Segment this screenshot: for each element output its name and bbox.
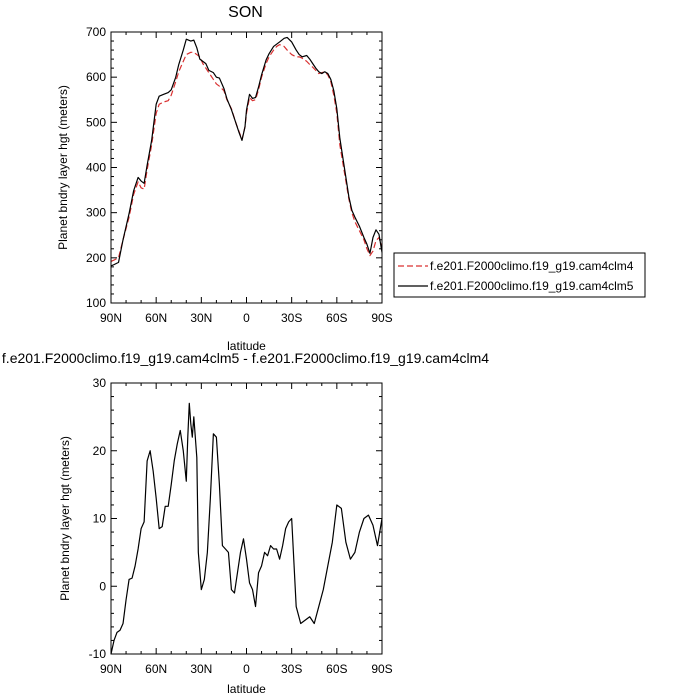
top-x-tick-label: 0 [243, 311, 250, 325]
legend: f.e201.F2000climo.f19_g19.cam4clm4 f.e20… [393, 252, 646, 298]
bottom-series-group [110, 402, 383, 655]
bottom-y-tick-label: 10 [93, 512, 107, 526]
bottom-x-tick-label: 0 [243, 662, 250, 676]
top-series-group [110, 36, 383, 267]
top-tick-group: 90N 60N 30N 0 30S 60S 90S 100 200 300 400 500 600 700 [86, 25, 393, 325]
top-plot-frame [110, 31, 383, 304]
legend-box [393, 252, 646, 298]
top-series-line-0 [110, 44, 383, 262]
bottom-x-tick-label: 60S [326, 662, 347, 676]
top-x-axis-label: latitude [227, 339, 266, 353]
bottom-x-tick-label: 60N [145, 662, 167, 676]
bottom-x-tick-label: 90N [100, 662, 122, 676]
top-y-axis-label: Planet bndry layer hgt (meters) [56, 85, 70, 250]
bottom-y-tick-label: -10 [89, 647, 107, 661]
legend-label-clm4: f.e201.F2000climo.f19_g19.cam4clm4 [430, 259, 634, 273]
top-x-tick-label: 90N [100, 311, 122, 325]
bottom-y-tick-label: 30 [93, 376, 107, 390]
bottom-tick-group: 90N 60N 30N 0 30S 60S 90S -10 0 10 20 30 [89, 376, 393, 676]
bottom-y-tick-label: 0 [99, 579, 106, 593]
bottom-plot-frame [110, 382, 383, 655]
top-x-tick-label: 90S [371, 311, 392, 325]
top-x-tick-label: 30S [281, 311, 302, 325]
bottom-x-tick-label: 30S [281, 662, 302, 676]
top-x-tick-label: 60N [145, 311, 167, 325]
bottom-series-line-0 [110, 402, 383, 655]
top-y-tick-label: 600 [86, 70, 106, 84]
legend-label-clm5: f.e201.F2000climo.f19_g19.cam4clm5 [430, 279, 634, 293]
top-y-tick-label: 100 [86, 296, 106, 310]
bottom-y-axis-label: Planet bndry layer hgt (meters) [58, 436, 72, 601]
top-y-tick-label: 500 [86, 115, 106, 129]
bottom-panel: f.e201.F2000climo.f19_g19.cam4clm5 - f.e… [2, 350, 489, 696]
bottom-chart-title: f.e201.F2000climo.f19_g19.cam4clm5 - f.e… [2, 350, 489, 366]
top-y-tick-label: 200 [86, 251, 106, 265]
top-y-tick-label: 700 [86, 25, 106, 39]
top-x-tick-label: 30N [190, 311, 212, 325]
bottom-x-axis-label: latitude [227, 682, 266, 696]
top-panel: SON 90N 60N 30N 0 30S 60S 90S 100 200 300 400 500 60… [56, 4, 646, 353]
top-x-tick-label: 60S [326, 311, 347, 325]
top-y-tick-label: 400 [86, 161, 106, 175]
top-y-tick-label: 300 [86, 206, 106, 220]
bottom-x-tick-label: 30N [190, 662, 212, 676]
bottom-x-tick-label: 90S [371, 662, 392, 676]
bottom-y-tick-label: 20 [93, 444, 107, 458]
top-chart-title: SON [228, 4, 263, 21]
top-series-line-1 [110, 36, 383, 267]
